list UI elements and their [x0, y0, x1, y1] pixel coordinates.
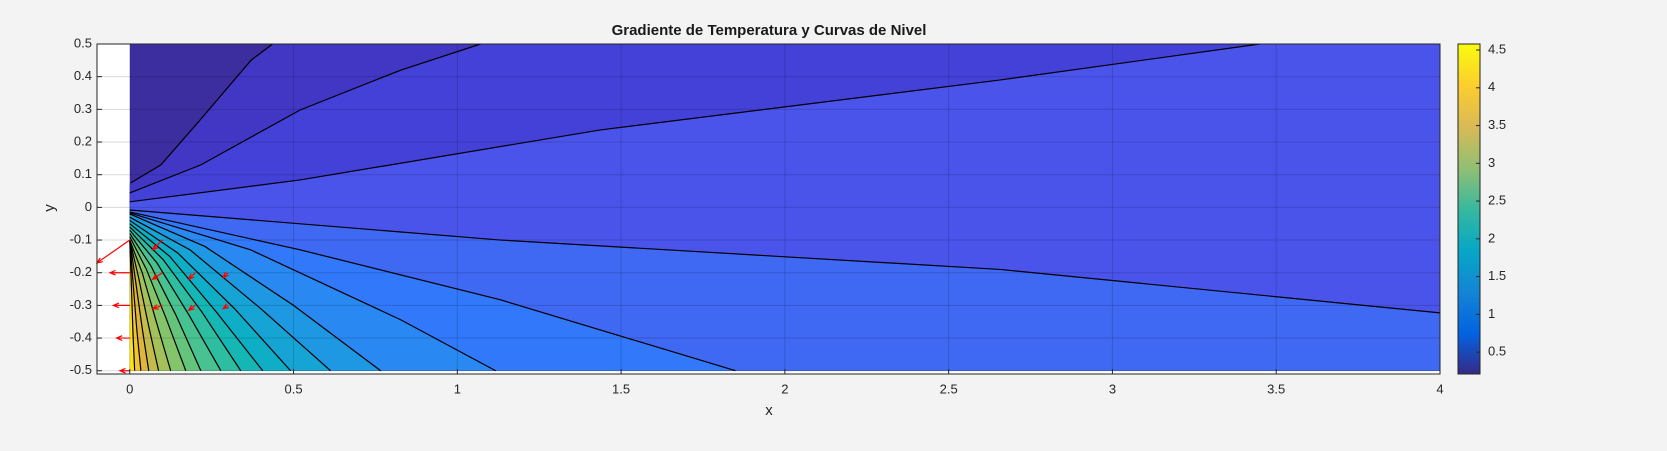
x-tick-label: 0.5: [284, 381, 302, 396]
y-tick-label: -0.1: [70, 231, 92, 246]
y-tick-label: 0.5: [74, 35, 92, 50]
contour-band: [129, 240, 135, 371]
contour-line: [129, 226, 242, 372]
quiver-arrow: [222, 271, 229, 279]
x-tick-label: 0: [126, 381, 133, 396]
quiver-arrow: [151, 239, 163, 251]
x-tick-label: 1.5: [612, 381, 630, 396]
y-tick-label: -0.2: [70, 264, 92, 279]
y-tick-label: 0.3: [74, 101, 92, 116]
contour-line: [129, 211, 736, 372]
quiver-arrow: [221, 303, 230, 310]
contour-fills: [129, 44, 1440, 371]
y-tick-label: 0.2: [74, 133, 92, 148]
x-tick-label: 4: [1436, 381, 1443, 396]
contour-line: [129, 209, 1441, 314]
quiver-arrow: [187, 272, 196, 281]
contour-line: [129, 233, 202, 371]
colorbar-tick-label: 4: [1488, 79, 1495, 94]
contour-line: [129, 212, 496, 372]
axes: 0 0.5 1 1.5 2 2.5 3 3.5 4 -0.5 -0.4 -0.3 -0.2 -0.1 0 0.…: [70, 35, 1444, 396]
y-tick-label: -0.3: [70, 297, 92, 312]
quiver-arrow: [118, 367, 130, 374]
quiver: [95, 239, 230, 374]
contour-line: [130, 43, 273, 184]
contour-line: [129, 236, 187, 371]
x-axis-label: x: [765, 402, 773, 419]
x-tick-label: 3: [1109, 381, 1116, 396]
contour-line: [129, 239, 142, 371]
x-tick-label: 2.5: [940, 381, 958, 396]
y-tick-label: -0.4: [70, 329, 92, 344]
colorbar: [1457, 43, 1481, 375]
quiver-arrow: [111, 302, 130, 309]
quiver-arrow: [108, 269, 130, 276]
x-tick-label: 3.5: [1267, 381, 1285, 396]
colorbar-tick-label: 0.5: [1488, 344, 1506, 359]
x-tick-label: 1: [454, 381, 461, 396]
quiver-arrow: [115, 335, 130, 341]
contour-line: [129, 43, 481, 194]
colorbar-tick-label: 2.5: [1488, 193, 1506, 208]
x-tick-label: 2: [781, 381, 788, 396]
y-tick-label: 0: [85, 199, 92, 214]
contour-line: [129, 216, 331, 372]
quiver-arrow: [151, 272, 163, 281]
contour-line: [129, 219, 292, 372]
contour-line: [129, 43, 1260, 203]
contour-line: [129, 213, 382, 372]
y-axis-label: y: [41, 204, 58, 212]
contour-line: [129, 239, 150, 371]
y-tick-label: 0.4: [74, 68, 92, 83]
axes-box: [96, 43, 1441, 375]
chart-title: Gradiente de Temperatura y Curvas de Niv…: [612, 22, 927, 39]
colorbar-tick-label: 3.5: [1488, 117, 1506, 132]
contour-line: [129, 239, 172, 371]
y-tick-label: -0.5: [70, 362, 92, 377]
quiver-arrow: [151, 304, 163, 310]
contour-line: [129, 240, 136, 371]
colorbar-tick-label: 4.5: [1488, 41, 1506, 56]
colorbar-tick-label: 3: [1488, 155, 1495, 170]
colorbar-tick-label: 2: [1488, 230, 1495, 245]
colorbar-tick-label: 1.5: [1488, 268, 1506, 283]
quiver-arrow: [187, 304, 196, 312]
contour-line: [129, 229, 222, 372]
y-tick-label: 0.1: [74, 166, 92, 181]
contour-lines: [129, 43, 1441, 372]
contour-line: [129, 223, 264, 372]
grid: [97, 43, 1441, 374]
colorbar-tick-label: 1: [1488, 306, 1495, 321]
contour-line: [129, 239, 160, 371]
